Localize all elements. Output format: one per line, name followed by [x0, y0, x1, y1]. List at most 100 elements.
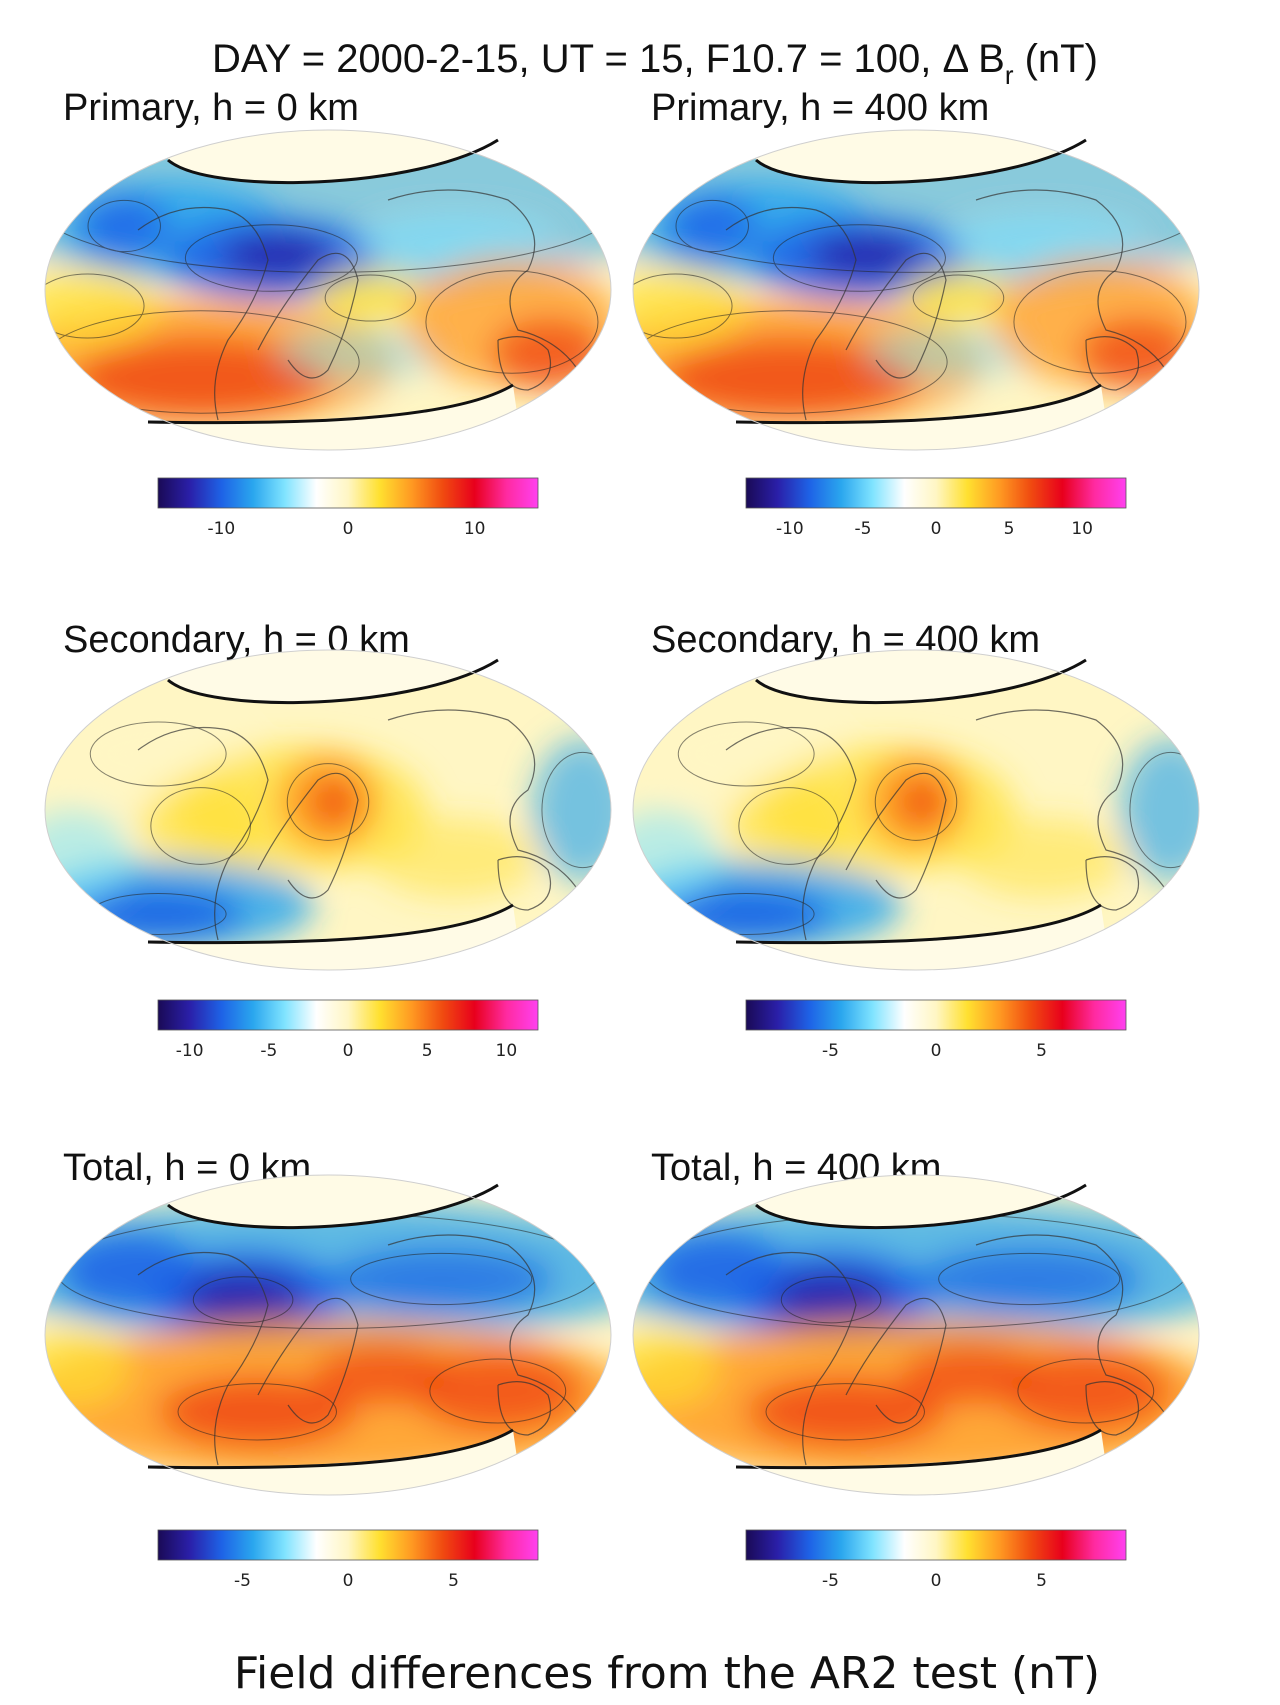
field-anomaly: [1119, 738, 1199, 882]
field-anomaly: [311, 778, 357, 826]
field-anomaly: [726, 778, 851, 874]
field-anomaly: [45, 810, 130, 906]
coastline: [257, 252, 359, 379]
contour-line: [541, 751, 611, 869]
field-anomaly: [220, 232, 334, 278]
north-polar-cap: [168, 130, 498, 183]
north-polar-cap: [168, 650, 498, 703]
contour-line: [772, 224, 946, 292]
coastline: [497, 336, 552, 391]
coastline: [497, 856, 552, 911]
field-anomaly: [647, 1231, 789, 1311]
coastline: [1085, 336, 1140, 391]
south-boundary-line: [735, 383, 1102, 425]
colorbar-tick-label: 0: [343, 1041, 354, 1061]
colorbar: [157, 1529, 539, 1561]
map-panel: Total, h = 400 km-5 0 5: [632, 1147, 1200, 1591]
contour-line: [677, 721, 815, 787]
contour-line: [429, 1358, 567, 1424]
south-boundary-line: [735, 903, 1102, 945]
coastline: [497, 1381, 552, 1436]
colorbar-tick-label: 5: [448, 1571, 459, 1591]
colorbar-tick-label: 10: [464, 519, 486, 539]
field-anomaly: [531, 738, 611, 882]
colorbar-tick-label: -5: [822, 1571, 839, 1591]
map-frame: [632, 1174, 1200, 1496]
map-panel: Primary, h = 400 km -10 -5 0 5 10: [632, 87, 1200, 539]
contour-line: [89, 721, 227, 787]
contour-line: [286, 763, 370, 841]
colorbar-tick-label: -10: [176, 1041, 204, 1061]
panel-title: Primary, h = 400 km: [651, 87, 989, 129]
field-anomaly: [78, 194, 170, 258]
coastline: [845, 772, 947, 899]
north-boundary-line: [755, 658, 1087, 705]
coastline: [257, 1297, 359, 1424]
coastline: [137, 1252, 269, 1466]
field-anomaly: [666, 194, 758, 258]
field-anomaly: [768, 1271, 894, 1329]
colorbar-tick-label: -5: [234, 1571, 251, 1591]
north-polar-cap: [168, 1175, 498, 1228]
north-polar-cap: [756, 650, 1086, 703]
figure-title: DAY = 2000-2-15, UT = 15, F10.7 = 100, Δ…: [212, 37, 1098, 90]
colorbar-tick-label: -5: [822, 1041, 839, 1061]
contour-line: [45, 273, 145, 339]
field-anomaly: [899, 778, 945, 826]
map-panel: Secondary, h = 0 km-10 -5 0 5 10: [44, 619, 612, 1061]
field-anomaly: [958, 818, 1129, 898]
north-boundary-line: [755, 138, 1087, 185]
coastline: [845, 252, 947, 379]
field-anomaly: [59, 1231, 201, 1311]
contour-line: [874, 763, 958, 841]
coastline: [387, 189, 579, 371]
map-frame: [632, 649, 1200, 971]
colorbar-tick-label: 0: [931, 519, 942, 539]
contour-line: [938, 1252, 1121, 1306]
colorbar: [745, 1529, 1127, 1561]
contour-line: [87, 199, 161, 253]
colorbar-tick-label: 0: [343, 519, 354, 539]
colorbar-tick-label: -5: [854, 519, 871, 539]
field-anomaly: [277, 328, 447, 380]
map-frame: [44, 129, 612, 451]
contour-line: [1129, 751, 1199, 869]
contour-line: [1013, 270, 1187, 374]
coastline: [725, 726, 857, 941]
colorbar: [157, 999, 539, 1031]
colorbar-tick-label: 5: [1004, 519, 1015, 539]
coastline: [1085, 856, 1140, 911]
contour-line: [765, 1383, 925, 1441]
colorbar-tick-label: 0: [343, 1571, 354, 1591]
map-panel: Primary, h = 0 km -10 0 10: [44, 87, 612, 539]
map-panel: Total, h = 0 km-5 0 5: [44, 1147, 612, 1591]
north-boundary-line: [167, 658, 499, 705]
map-frame: [44, 649, 612, 971]
coastline: [975, 189, 1167, 371]
field-anomaly: [865, 328, 1035, 380]
contour-line: [45, 310, 360, 414]
contour-line: [780, 1276, 882, 1324]
coastline: [725, 206, 857, 421]
colorbar-tick-label: 10: [496, 1041, 518, 1061]
colorbar-tick-label: 5: [422, 1041, 433, 1061]
north-boundary-line: [167, 1183, 499, 1230]
field-anomaly: [73, 338, 329, 418]
south-boundary-line: [147, 1428, 514, 1470]
field-anomaly: [313, 269, 428, 327]
north-boundary-line: [755, 1183, 1087, 1230]
coastline: [137, 726, 269, 941]
contour-line: [1017, 1358, 1155, 1424]
field-anomaly: [328, 1247, 555, 1311]
colorbar: [157, 477, 539, 509]
figure-caption: Field differences from the AR2 test (nT): [234, 1648, 1100, 1699]
contour-line: [177, 1383, 337, 1441]
coastline: [845, 1297, 947, 1424]
colorbar-tick-label: 10: [1071, 519, 1093, 539]
coastline: [725, 1252, 857, 1466]
coastline: [387, 709, 579, 891]
field-anomaly: [915, 1247, 1143, 1311]
south-boundary-line: [735, 1428, 1102, 1470]
colorbar-tick-label: -5: [260, 1041, 277, 1061]
